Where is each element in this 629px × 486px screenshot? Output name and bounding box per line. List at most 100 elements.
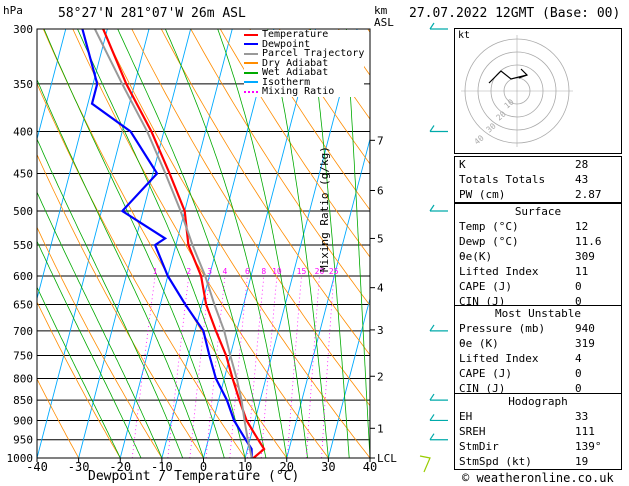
legend-entry: Wet Adiabat xyxy=(244,68,364,78)
pressure-tick-label: 1000 xyxy=(7,452,34,465)
wet-adiabat-line xyxy=(217,29,308,458)
index-label: PW (cm) xyxy=(459,188,506,201)
mixing-ratio-line xyxy=(260,275,278,458)
pressure-tick-label: 400 xyxy=(13,126,33,139)
index-value: 12 xyxy=(575,220,589,233)
index-label: CAPE (J) xyxy=(459,280,512,293)
header-location: 58°27'N 281°07'W 26m ASL xyxy=(58,6,246,21)
legend: Temperature Dewpoint Parcel Trajectory Dry … xyxy=(244,29,365,97)
series-point xyxy=(96,83,98,85)
series-point xyxy=(121,83,123,85)
hodograph-index-title: Hodograph xyxy=(508,395,568,408)
legend-label: Dry Adiabat xyxy=(262,57,329,69)
wet-adiabat-line xyxy=(37,286,121,458)
wet-adiabat-line xyxy=(117,29,267,458)
pressure-tick-label: 900 xyxy=(13,414,33,427)
right-axis-title: Mixing Ratio (g/kg) xyxy=(318,146,331,272)
series-point xyxy=(223,330,225,332)
wet-adiabat-line xyxy=(37,240,142,458)
index-value: 2.87 xyxy=(575,188,602,201)
pressure-tick-label: 800 xyxy=(13,372,33,385)
series-point xyxy=(125,83,128,85)
x-tick-label: -30 xyxy=(68,460,90,474)
series-point xyxy=(244,438,247,441)
x-tick-label: 30 xyxy=(321,460,335,474)
legend-swatch xyxy=(244,62,258,65)
series-point xyxy=(166,275,169,277)
km-tick-label: 7 xyxy=(377,134,384,147)
wind-barb-icon xyxy=(419,455,431,473)
index-value: 0 xyxy=(575,367,582,380)
km-tick-label: 1 xyxy=(377,422,384,435)
mixing-ratio-label: 6 xyxy=(245,267,250,276)
mixing-ratio-label: 8 xyxy=(261,267,266,276)
pressure-tick-label: 500 xyxy=(13,205,33,218)
wet-adiabat-line xyxy=(310,29,350,458)
index-row: θe(K) 309 xyxy=(455,249,621,264)
pressure-tick-label: 350 xyxy=(13,78,33,91)
index-value: 319 xyxy=(575,337,595,350)
index-value: 111 xyxy=(575,425,595,438)
index-row: CIN (J) 0 xyxy=(455,381,621,396)
wet-adiabat-line xyxy=(37,78,204,458)
series-point xyxy=(121,210,124,212)
index-label: Lifted Index xyxy=(459,352,539,365)
legend-swatch xyxy=(244,81,258,84)
wet-adiabat-line xyxy=(165,29,288,458)
wind-barb-icon xyxy=(429,204,435,212)
legend-swatch xyxy=(244,90,258,93)
series-point xyxy=(240,399,243,401)
x-tick-label: -20 xyxy=(109,460,131,474)
isotherm-line xyxy=(203,29,316,458)
dry-adiabat-line xyxy=(160,29,370,356)
legend-swatch xyxy=(244,52,258,55)
mixing-ratio-label: 2 xyxy=(186,267,191,276)
hodograph-trace xyxy=(488,70,528,84)
isotherm-line xyxy=(119,29,233,458)
series-point xyxy=(184,303,187,306)
series-point xyxy=(239,429,241,432)
mixing-ratio-label: 1 xyxy=(153,267,158,276)
legend-label: Temperature xyxy=(262,29,329,40)
index-row: EH 33 xyxy=(455,409,621,424)
wet-adiabat-line xyxy=(37,191,163,458)
index-row: K 28 xyxy=(455,157,621,172)
asl-label: ASL xyxy=(374,16,394,29)
series-point xyxy=(251,429,254,432)
km-tick-label: 3 xyxy=(377,324,384,337)
dry-adiabat-line xyxy=(249,29,370,211)
series-point xyxy=(250,448,253,450)
footer-credit: © weatheronline.co.uk xyxy=(462,471,614,485)
pressure-tick-label: 950 xyxy=(13,434,33,447)
isotherm-line xyxy=(78,29,192,458)
mixing-ratio-label: 15 xyxy=(297,267,307,276)
index-row: CAPE (J) 0 xyxy=(455,366,621,381)
index-row: SREH 111 xyxy=(455,424,621,439)
series-point xyxy=(200,275,202,277)
index-value: 11.6 xyxy=(575,235,602,248)
km-label: km xyxy=(374,4,388,17)
index-value: 19 xyxy=(575,455,589,468)
series-point xyxy=(146,130,149,133)
index-label: Pressure (mb) xyxy=(459,322,546,335)
mixing-ratio-line xyxy=(229,275,248,458)
hodograph-ring-label: 20 xyxy=(495,109,508,122)
index-label: CIN (J) xyxy=(459,295,506,308)
series-point xyxy=(91,102,93,105)
mixing-ratio-line xyxy=(189,275,210,458)
series-point xyxy=(243,419,246,422)
x-tick-label: 0 xyxy=(200,460,207,474)
series-point xyxy=(183,210,186,212)
index-label: StmSpd (kt) xyxy=(459,455,532,468)
km-tick-label: 5 xyxy=(377,232,384,245)
wind-barb-icon xyxy=(429,125,435,132)
legend-entry: Parcel Trajectory xyxy=(244,49,364,59)
legend-label: Isotherm xyxy=(262,76,311,88)
legend-entry: Mixing Ratio xyxy=(244,87,364,97)
index-value: 309 xyxy=(575,250,595,263)
series-point xyxy=(238,399,241,401)
indices-top-panel: K 28 Totals Totals 43 PW (cm) 2.87 xyxy=(454,156,622,203)
mixing-ratio-label: 4 xyxy=(223,267,228,276)
